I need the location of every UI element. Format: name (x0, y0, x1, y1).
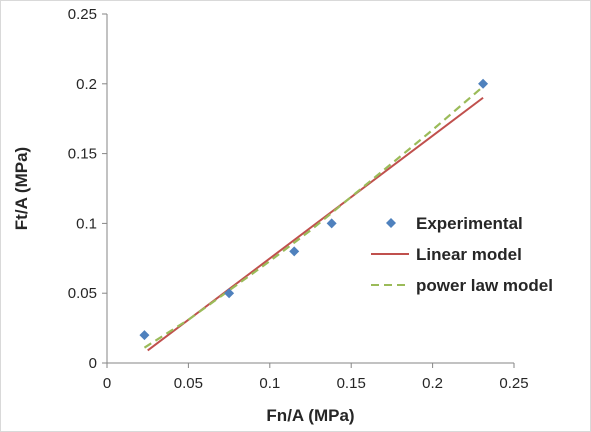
data-point-experimental (139, 330, 150, 341)
data-point-experimental (224, 288, 235, 299)
data-point-experimental (289, 246, 300, 257)
x-tick-label: 0 (103, 375, 111, 392)
y-tick-label: 0 (89, 355, 97, 372)
y-tick-label: 0.15 (68, 146, 97, 163)
y-tick-label: 0.1 (76, 215, 97, 232)
x-tick-label: 0.15 (337, 375, 366, 392)
tick-labels: 0 0.05 0.1 0.15 0.2 0.25 0 0.05 0.1 0.15 0.2 0.25 (68, 6, 529, 392)
y-tick-label: 0.2 (76, 76, 97, 93)
legend-marker-experimental (386, 218, 396, 228)
legend-label-experimental: Experimental (416, 214, 523, 233)
data-point-experimental (326, 218, 337, 229)
x-axis-title: Fn/A (MPa) (266, 406, 354, 425)
axes (102, 13, 515, 368)
data-point-experimental (478, 78, 489, 89)
plot-area (139, 78, 489, 352)
legend-label-power-law-model: power law model (416, 276, 553, 295)
legend-label-linear-model: Linear model (416, 245, 522, 264)
x-tick-label: 0.2 (422, 375, 443, 392)
y-tick-label: 0.05 (68, 285, 97, 302)
y-axis-title: Ft/A (MPa) (12, 147, 31, 230)
y-tick-label: 0.25 (68, 6, 97, 23)
series-power-law-model-line (143, 85, 484, 349)
x-tick-label: 0.1 (259, 375, 280, 392)
x-tick-label: 0.05 (174, 375, 203, 392)
x-tick-label: 0.25 (499, 375, 528, 392)
legend: Experimental Linear model power law model (371, 214, 553, 295)
